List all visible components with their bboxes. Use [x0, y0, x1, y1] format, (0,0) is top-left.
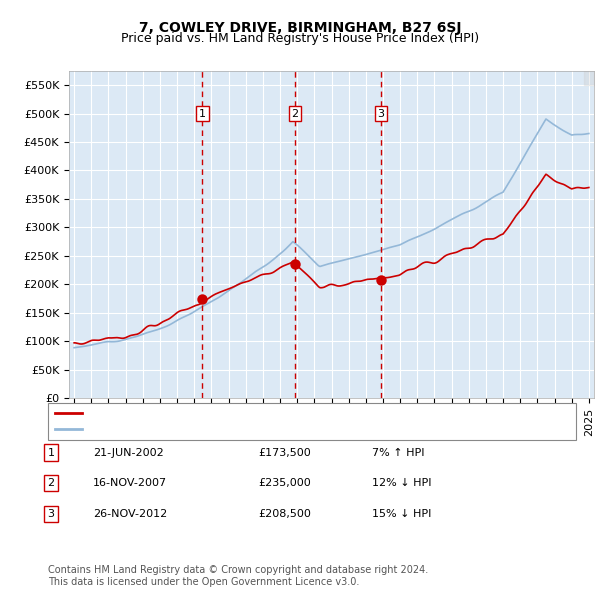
Text: 1: 1	[47, 448, 55, 457]
Text: 26-NOV-2012: 26-NOV-2012	[93, 509, 167, 519]
Text: 21-JUN-2002: 21-JUN-2002	[93, 448, 164, 457]
Text: HPI: Average price, detached house, Birmingham: HPI: Average price, detached house, Birm…	[91, 424, 366, 434]
Text: 3: 3	[47, 509, 55, 519]
Text: 2: 2	[292, 109, 299, 119]
Text: 7, COWLEY DRIVE, BIRMINGHAM, B27 6SJ (detached house): 7, COWLEY DRIVE, BIRMINGHAM, B27 6SJ (de…	[91, 408, 423, 418]
Text: 15% ↓ HPI: 15% ↓ HPI	[372, 509, 431, 519]
Text: 7% ↑ HPI: 7% ↑ HPI	[372, 448, 425, 457]
Text: Price paid vs. HM Land Registry's House Price Index (HPI): Price paid vs. HM Land Registry's House …	[121, 32, 479, 45]
Text: 7, COWLEY DRIVE, BIRMINGHAM, B27 6SJ: 7, COWLEY DRIVE, BIRMINGHAM, B27 6SJ	[139, 21, 461, 35]
Text: 16-NOV-2007: 16-NOV-2007	[93, 478, 167, 488]
Text: 1: 1	[199, 109, 206, 119]
Text: 2: 2	[47, 478, 55, 488]
Text: 12% ↓ HPI: 12% ↓ HPI	[372, 478, 431, 488]
Text: £208,500: £208,500	[258, 509, 311, 519]
Text: £173,500: £173,500	[258, 448, 311, 457]
Text: £235,000: £235,000	[258, 478, 311, 488]
Text: Contains HM Land Registry data © Crown copyright and database right 2024.
This d: Contains HM Land Registry data © Crown c…	[48, 565, 428, 587]
Text: 3: 3	[377, 109, 385, 119]
